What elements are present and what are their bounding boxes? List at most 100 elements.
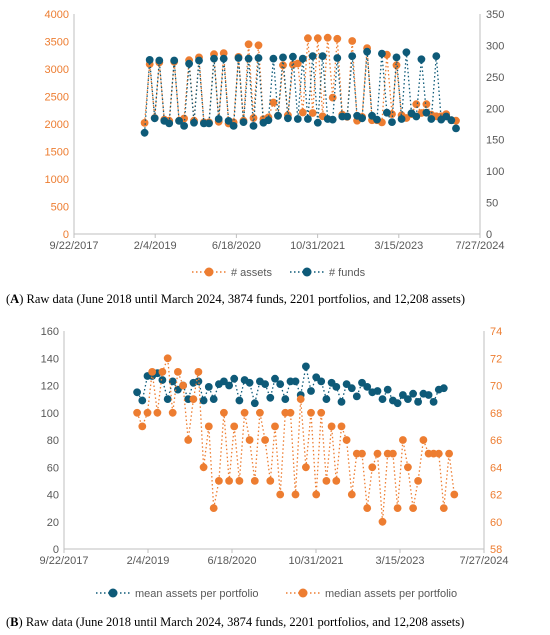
- data-point-funds: [422, 108, 431, 117]
- y-left-tick-label: 0: [63, 229, 69, 241]
- data-point-median-assets-per-portfolio: [302, 463, 310, 472]
- data-point-funds: [165, 119, 174, 128]
- data-point-assets: [308, 109, 317, 117]
- data-point-median-assets-per-portfolio: [174, 368, 182, 376]
- y-left-tick-label: 80: [47, 435, 59, 447]
- data-point-funds: [412, 112, 421, 121]
- data-point-funds: [343, 112, 352, 121]
- data-point-mean-assets-per-portfolio: [414, 398, 422, 406]
- legend-marker-mean: [108, 588, 118, 598]
- data-point-median-assets-per-portfolio: [389, 449, 397, 458]
- data-point-median-assets-per-portfolio: [291, 490, 300, 499]
- panel-a: 0 500 1000 1500 2000 2500 3000 3500 4000 0 50 100 15…: [6, 9, 504, 306]
- data-point-median-assets-per-portfolio: [204, 422, 213, 431]
- data-point-assets: [254, 41, 263, 50]
- y-left-tick-label: 100: [41, 408, 59, 420]
- series-line-assets: [143, 37, 457, 125]
- data-point-funds: [298, 54, 307, 63]
- data-point-median-assets-per-portfolio: [368, 463, 377, 472]
- data-point-median-assets-per-portfolio: [189, 395, 198, 403]
- data-point-funds: [373, 115, 381, 124]
- data-point-mean-assets-per-portfolio: [138, 396, 147, 405]
- data-point-median-assets-per-portfolio: [393, 504, 402, 512]
- y-right-tick-label: 50: [486, 198, 498, 210]
- data-point-median-assets-per-portfolio: [404, 463, 412, 472]
- data-point-funds: [150, 114, 159, 123]
- data-point-median-assets-per-portfolio: [138, 422, 147, 431]
- data-point-funds: [239, 118, 248, 126]
- data-point-funds: [219, 54, 228, 63]
- y-right-tick-label: 74: [490, 326, 502, 338]
- y-right-tick-label: 58: [490, 544, 502, 556]
- data-point-funds: [234, 54, 243, 62]
- data-point-mean-assets-per-portfolio: [409, 389, 417, 398]
- data-point-assets: [269, 98, 278, 107]
- data-point-mean-assets-per-portfolio: [261, 380, 269, 388]
- data-point-funds: [417, 55, 426, 64]
- legend-a: # assets # funds: [192, 267, 366, 279]
- panel-label-a: A: [10, 292, 19, 306]
- y-left-tick-label: 140: [41, 353, 59, 365]
- data-point-median-assets-per-portfolio: [317, 408, 326, 417]
- data-point-median-assets-per-portfolio: [296, 395, 305, 403]
- y-right-tick-label: 100: [486, 166, 504, 178]
- data-point-funds: [205, 119, 213, 128]
- data-point-mean-assets-per-portfolio: [225, 381, 234, 390]
- data-point-funds: [293, 115, 302, 123]
- data-point-funds: [388, 118, 396, 126]
- data-point-median-assets-per-portfolio: [199, 463, 208, 472]
- data-point-assets: [244, 40, 253, 49]
- data-point-mean-assets-per-portfolio: [373, 387, 382, 395]
- data-point-mean-assets-per-portfolio: [332, 383, 341, 391]
- data-point-median-assets-per-portfolio: [337, 422, 346, 431]
- x-tick-label: 2/4/2019: [127, 555, 170, 567]
- data-point-mean-assets-per-portfolio: [378, 395, 387, 403]
- data-point-mean-assets-per-portfolio: [245, 378, 254, 387]
- caption-a-text: Raw data (June 2018 until March 2024, 38…: [27, 292, 465, 306]
- data-point-funds: [333, 54, 342, 62]
- data-point-mean-assets-per-portfolio: [291, 377, 300, 386]
- data-point-median-assets-per-portfolio: [179, 381, 188, 390]
- data-point-median-assets-per-portfolio: [153, 408, 162, 417]
- data-point-mean-assets-per-portfolio: [266, 393, 275, 402]
- panel-b: 0 20 40 60 80 100 120 140 160 58 60 62 64 66 68 70 72 74 9…: [6, 326, 508, 629]
- data-point-median-assets-per-portfolio: [373, 449, 382, 458]
- y-left-tick-label: 40: [47, 490, 59, 502]
- data-point-median-assets-per-portfolio: [399, 436, 407, 444]
- data-point-funds: [289, 52, 297, 61]
- x-tick-label: 10/31/2021: [290, 240, 345, 252]
- chart-b: 0 20 40 60 80 100 120 140 160 58 60 62 64 66 68 70 72 74 9…: [40, 326, 509, 567]
- legend-label-funds: # funds: [329, 267, 366, 279]
- x-tick-label: 9/22/2017: [40, 555, 89, 567]
- y-left-tick-label: 60: [47, 462, 59, 474]
- data-point-funds: [145, 56, 154, 64]
- data-point-funds: [249, 122, 258, 130]
- x-tick-label: 7/27/2024: [460, 555, 509, 567]
- y-right-tick-label: 62: [490, 490, 502, 502]
- x-tick-label: 7/27/2024: [456, 240, 505, 252]
- data-point-funds: [328, 115, 337, 124]
- data-point-median-assets-per-portfolio: [209, 504, 218, 512]
- data-point-median-assets-per-portfolio: [250, 477, 259, 485]
- data-point-assets: [422, 100, 431, 109]
- data-point-median-assets-per-portfolio: [378, 517, 387, 526]
- data-point-funds: [269, 54, 278, 63]
- data-point-median-assets-per-portfolio: [322, 477, 331, 485]
- data-point-assets: [328, 93, 337, 102]
- data-point-median-assets-per-portfolio: [342, 436, 351, 444]
- y-right-tick-label: 250: [486, 72, 504, 84]
- data-point-mean-assets-per-portfolio: [363, 383, 372, 391]
- data-point-median-assets-per-portfolio: [419, 436, 428, 444]
- data-point-funds: [318, 52, 327, 60]
- data-point-assets: [249, 114, 258, 122]
- data-point-funds: [229, 122, 238, 130]
- y-left-tick-label: 160: [41, 326, 59, 338]
- y-left-tick-label: 20: [47, 517, 59, 529]
- data-point-funds: [214, 115, 223, 123]
- data-point-mean-assets-per-portfolio: [194, 377, 203, 386]
- y-right-tick-label: 350: [486, 9, 504, 21]
- data-point-mean-assets-per-portfolio: [307, 387, 315, 395]
- y-right-tick-label: 66: [490, 435, 502, 447]
- data-point-median-assets-per-portfolio: [240, 408, 249, 417]
- data-point-median-assets-per-portfolio: [184, 436, 193, 444]
